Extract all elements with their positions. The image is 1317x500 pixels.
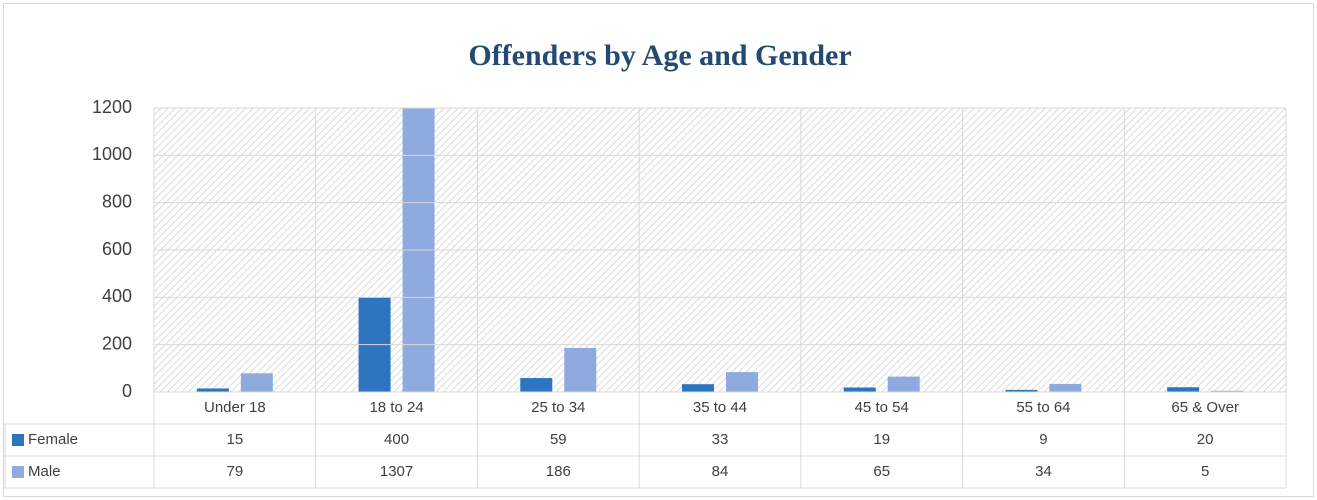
table-value: 19: [873, 431, 890, 448]
table-value: 20: [1197, 431, 1214, 448]
y-tick-label: 800: [102, 191, 132, 211]
table-value: 15: [227, 431, 244, 448]
y-tick-label: 1000: [92, 144, 132, 164]
x-tick-label: 25 to 34: [531, 399, 585, 416]
bar: [887, 376, 920, 392]
legend-swatch: [12, 466, 24, 478]
table-value: 65: [873, 463, 890, 480]
table-value: 33: [712, 431, 729, 448]
bar: [1167, 387, 1200, 392]
legend-label: Male: [28, 463, 61, 480]
x-tick-label: Under 18: [204, 399, 266, 416]
legend-swatch: [12, 434, 24, 446]
x-tick-label: 35 to 44: [693, 399, 747, 416]
bar: [682, 384, 714, 392]
legend-label: Female: [28, 431, 78, 448]
bar: [564, 347, 597, 392]
x-tick-label: 18 to 24: [369, 399, 423, 416]
bar: [402, 108, 435, 392]
bar: [1049, 383, 1082, 392]
bar: [520, 378, 553, 392]
bar: [1005, 389, 1038, 392]
table-value: 400: [384, 431, 409, 448]
y-tick-label: 200: [102, 333, 132, 353]
bar: [240, 373, 273, 392]
table-value: 84: [712, 463, 729, 480]
table-value: 186: [546, 463, 571, 480]
bar: [196, 388, 229, 392]
y-tick-label: 0: [122, 381, 132, 401]
table-value: 5: [1201, 463, 1209, 480]
y-tick-label: 1200: [92, 97, 132, 117]
table-value: 1307: [380, 463, 413, 480]
bar: [1211, 390, 1244, 392]
table-value: 59: [550, 431, 567, 448]
bar: [726, 372, 758, 392]
bar: [843, 387, 876, 392]
y-tick-label: 600: [102, 239, 132, 259]
y-tick-label: 400: [102, 286, 132, 306]
table-value: 9: [1039, 431, 1047, 448]
x-tick-label: 55 to 64: [1016, 399, 1070, 416]
chart-title: Offenders by Age and Gender: [468, 39, 851, 72]
x-tick-label: 65 & Over: [1171, 399, 1239, 416]
table-value: 79: [227, 463, 244, 480]
table-value: 34: [1035, 463, 1052, 480]
x-tick-label: 45 to 54: [855, 399, 909, 416]
